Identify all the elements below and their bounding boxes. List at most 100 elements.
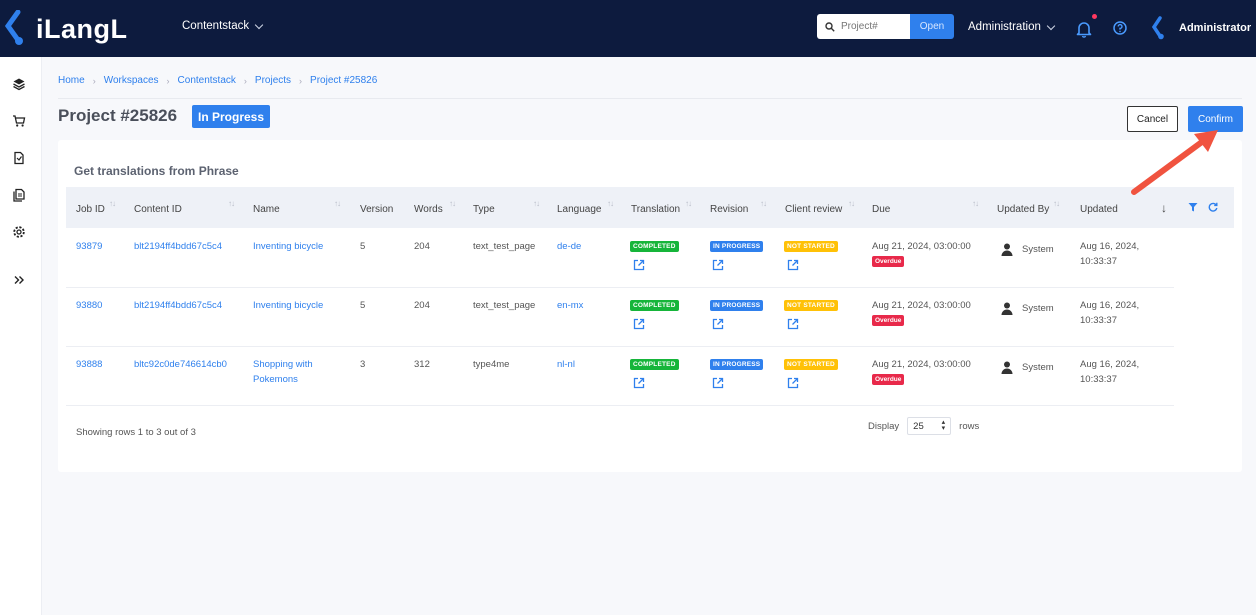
document-icon[interactable] — [12, 151, 26, 165]
revision-status-badge: IN PROGRESS — [710, 241, 764, 252]
external-link-icon[interactable] — [787, 318, 799, 330]
translations-card: Get translations from Phrase Job ID ↑↓ C… — [58, 140, 1242, 472]
copy-document-icon[interactable] — [12, 188, 26, 202]
words-cell: 204 — [414, 300, 430, 311]
type-cell: text_test_page — [473, 241, 536, 252]
sort-icon[interactable]: ↑↓ — [109, 199, 116, 208]
sort-icon[interactable]: ↑↓ — [1053, 199, 1060, 208]
external-link-icon[interactable] — [633, 377, 645, 389]
header-words[interactable]: Words — [414, 204, 443, 215]
external-link-icon[interactable] — [633, 318, 645, 330]
overdue-badge: Overdue — [872, 315, 905, 326]
header-job-id[interactable]: Job ID — [76, 204, 105, 215]
header-name[interactable]: Name — [253, 204, 280, 215]
breadcrumb-separator: › — [299, 75, 303, 86]
rows-per-page-select[interactable]: 25 ▴ ▾ — [907, 417, 952, 435]
person-icon — [1001, 361, 1013, 374]
revision-status-badge: IN PROGRESS — [710, 300, 764, 311]
name-link[interactable]: Inventing bicycle — [253, 300, 324, 311]
project-search-input[interactable] — [841, 21, 901, 32]
person-icon — [1001, 243, 1013, 256]
version-cell: 5 — [360, 241, 366, 252]
job-id-link[interactable]: 93888 — [76, 359, 103, 370]
updated-time-cell: 10:33:37 — [1080, 374, 1117, 385]
layers-icon[interactable] — [12, 77, 26, 91]
workspace-dropdown[interactable]: Contentstack — [182, 20, 264, 32]
user-menu[interactable]: Administrator — [1151, 15, 1251, 41]
external-link-icon[interactable] — [787, 377, 799, 389]
breadcrumb-projects[interactable]: Projects — [254, 75, 292, 86]
project-search — [817, 14, 910, 39]
logo-text: iLangL — [36, 13, 128, 44]
cancel-button[interactable]: Cancel — [1127, 106, 1178, 132]
header-updated[interactable]: Updated — [1080, 204, 1118, 215]
logo[interactable]: iLangL — [4, 10, 128, 48]
user-logo-icon — [1151, 16, 1164, 40]
sort-desc-icon[interactable]: ↓ — [1161, 201, 1167, 215]
job-id-link[interactable]: 93880 — [76, 300, 103, 311]
external-link-icon[interactable] — [712, 318, 724, 330]
breadcrumb-contentstack[interactable]: Contentstack — [177, 75, 236, 86]
sort-icon[interactable]: ↑↓ — [848, 199, 855, 208]
sort-icon[interactable]: ↑↓ — [533, 199, 540, 208]
administration-label: Administration — [968, 21, 1041, 33]
header-revision[interactable]: Revision — [710, 204, 749, 215]
sort-icon[interactable]: ↑↓ — [228, 199, 235, 208]
header-content-id[interactable]: Content ID — [134, 204, 182, 215]
sort-icon[interactable]: ↑↓ — [334, 199, 341, 208]
refresh-icon[interactable] — [1208, 202, 1218, 212]
header-type[interactable]: Type — [473, 204, 495, 215]
open-project-button[interactable]: Open — [910, 14, 954, 39]
breadcrumb-workspaces[interactable]: Workspaces — [103, 75, 159, 86]
name-link[interactable]: Shopping with — [253, 359, 313, 370]
header-updated-by[interactable]: Updated By — [997, 204, 1050, 215]
rows-per-page: Display 25 ▴ ▾ rows — [868, 417, 979, 435]
external-link-icon[interactable] — [712, 259, 724, 271]
header-translation[interactable]: Translation — [631, 204, 681, 215]
display-label: Display — [868, 420, 900, 432]
header-due[interactable]: Due — [872, 204, 891, 215]
words-cell: 312 — [414, 359, 430, 370]
bell-icon[interactable] — [1075, 20, 1093, 38]
job-id-link[interactable]: 93879 — [76, 241, 103, 252]
content-id-link[interactable]: bltc92c0de746614cb0 — [134, 359, 227, 370]
content-id-link[interactable]: blt2194ff4bdd67c5c4 — [134, 241, 223, 252]
translation-status-badge: COMPLETED — [630, 241, 679, 252]
table-row: 93888 bltc92c0de746614cb0 Shopping with … — [66, 347, 1174, 406]
due-cell: Aug 21, 2024, 03:00:00 — [872, 241, 971, 252]
confirm-button[interactable]: Confirm — [1188, 106, 1243, 132]
content-id-link[interactable]: blt2194ff4bdd67c5c4 — [134, 300, 223, 311]
name-link[interactable]: Inventing bicycle — [253, 241, 324, 252]
external-link-icon[interactable] — [787, 259, 799, 271]
language-link[interactable]: nl-nl — [557, 359, 575, 370]
sort-icon[interactable]: ↑↓ — [449, 199, 456, 208]
header-version[interactable]: Version — [360, 204, 394, 215]
breadcrumb-project[interactable]: Project #25826 — [310, 75, 378, 86]
cart-icon[interactable] — [12, 114, 26, 128]
sort-icon[interactable]: ↑↓ — [607, 199, 614, 208]
search-icon — [825, 21, 835, 32]
person-icon — [1001, 302, 1013, 315]
filter-icon[interactable] — [1188, 202, 1198, 212]
rows-per-page-value: 25 — [913, 420, 924, 432]
breadcrumb-home[interactable]: Home — [58, 75, 85, 86]
header-language[interactable]: Language — [557, 204, 602, 215]
header-client-review[interactable]: Client review — [785, 204, 843, 215]
sort-icon[interactable]: ↑↓ — [972, 199, 979, 208]
external-link-icon[interactable] — [633, 259, 645, 271]
external-link-icon[interactable] — [712, 377, 724, 389]
language-link[interactable]: de-de — [557, 241, 582, 252]
sort-icon[interactable]: ↑↓ — [760, 199, 767, 208]
updated-by-cell: System — [1022, 362, 1054, 373]
administration-dropdown[interactable]: Administration — [968, 21, 1056, 33]
help-icon[interactable] — [1113, 21, 1127, 35]
double-chevron-icon[interactable] — [12, 273, 26, 287]
translation-status-badge: COMPLETED — [630, 359, 679, 370]
overdue-badge: Overdue — [872, 374, 905, 385]
version-cell: 3 — [360, 359, 366, 370]
sort-icon[interactable]: ↑↓ — [685, 199, 692, 208]
name-link-line2[interactable]: Pokemons — [253, 374, 298, 385]
language-link[interactable]: en-mx — [557, 300, 584, 311]
gear-icon[interactable] — [12, 225, 26, 239]
type-cell: type4me — [473, 359, 510, 370]
